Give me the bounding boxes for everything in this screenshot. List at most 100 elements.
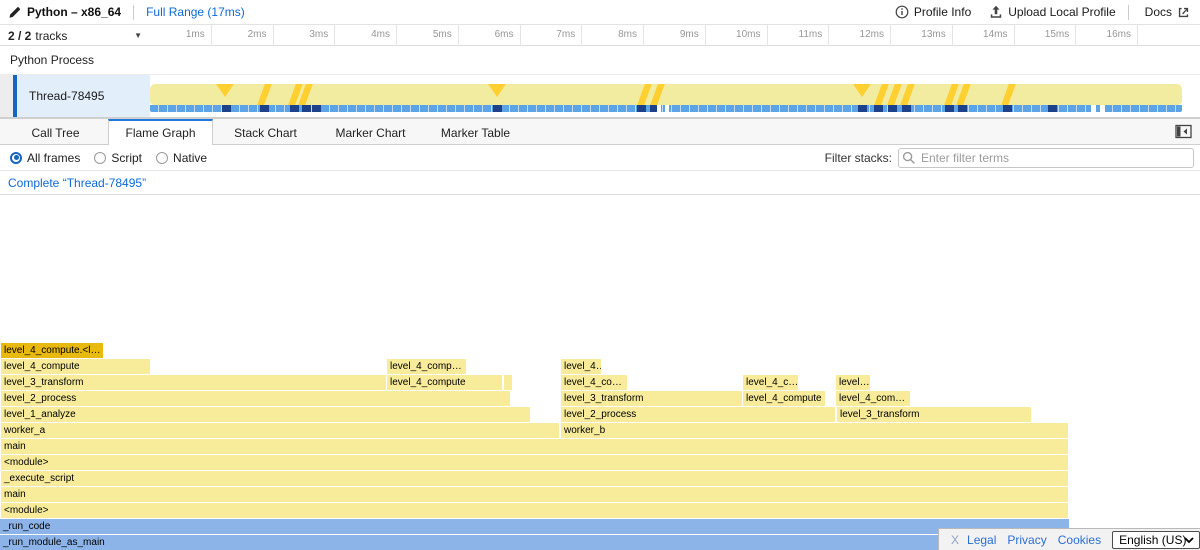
flame-bar[interactable]: worker_a	[1, 423, 559, 438]
tab-marker-chart[interactable]: Marker Chart	[335, 126, 406, 140]
flame-bar[interactable]: main	[1, 487, 1068, 502]
flame-row: worker_a worker_b	[0, 423, 1200, 439]
docs-link[interactable]: Docs	[1145, 5, 1190, 19]
track-gutter	[0, 75, 13, 117]
ruler-tick: 11ms	[768, 25, 830, 46]
sample-dark-segment	[858, 105, 867, 112]
footer-dismiss-button[interactable]: X	[951, 532, 960, 547]
flame-row: _run_code	[0, 519, 1200, 535]
breadcrumb[interactable]: Complete “Thread-78495”	[8, 175, 147, 190]
radio-icon[interactable]	[156, 151, 169, 164]
sample-dark-segment	[945, 105, 954, 112]
flame-bar[interactable]: level_2_process	[561, 407, 835, 422]
flame-bar[interactable]: level_4_co…	[561, 375, 627, 390]
sample-gap	[1100, 105, 1105, 112]
footer-link-legal[interactable]: Legal	[967, 532, 997, 547]
radio-label: Native	[173, 150, 208, 165]
footer-link-privacy[interactable]: Privacy	[1007, 532, 1047, 547]
flame-bar[interactable]: level_4_compute.<l…	[1, 343, 103, 358]
frame-option-script[interactable]: Script	[94, 151, 142, 165]
flame-bar[interactable]: _run_module_as_main	[0, 535, 1069, 550]
thread-track-canvas[interactable]	[150, 75, 1182, 117]
ruler-tick: 13ms	[891, 25, 953, 46]
tracks-dropdown[interactable]: 2 / 2 tracks ▼	[0, 25, 150, 46]
header-divider	[1127, 4, 1129, 20]
ruler-tick: 6ms	[459, 25, 521, 46]
ruler-tick: 15ms	[1015, 25, 1077, 46]
header-divider	[133, 4, 135, 20]
tracks-count: 2 / 2	[8, 28, 32, 43]
tab-stack-chart[interactable]: Stack Chart	[234, 126, 297, 140]
slash-marker-icon	[956, 84, 971, 105]
flame-bar[interactable]: level_2_process	[1, 391, 510, 406]
triangle-marker-icon	[216, 84, 234, 97]
sample-dark-segment	[302, 105, 311, 112]
sample-dark-segment	[290, 105, 299, 112]
flame-bar[interactable]: level_4_comp…	[387, 359, 466, 374]
tab-flame-graph[interactable]: Flame Graph	[108, 119, 213, 146]
flame-bar[interactable]: level_1_analyze	[1, 407, 530, 422]
tab-marker-table[interactable]: Marker Table	[440, 126, 511, 140]
frame-filter-radios: All frames Script Native	[10, 151, 207, 165]
flame-bar[interactable]: level_4_compute	[743, 391, 825, 406]
slash-marker-icon	[900, 84, 915, 105]
track-process-row[interactable]: Python Process	[0, 46, 1200, 75]
tab-call-tree[interactable]: Call Tree	[31, 126, 80, 140]
sample-gap	[657, 105, 661, 112]
radio-icon[interactable]	[10, 151, 22, 164]
flame-row: level_3_transform level_4_compute level_4_…	[0, 375, 1200, 391]
app-header: Python – x86_64 Full Range (17ms) Profil…	[0, 0, 1200, 25]
flame-bar[interactable]: level_3_transform	[1, 375, 386, 390]
flame-bar[interactable]: <module>	[1, 503, 1068, 518]
flame-bar[interactable]: main	[1, 439, 1068, 454]
flame-bar[interactable]	[504, 375, 512, 390]
radio-label: All frames	[27, 150, 81, 165]
edit-pencil-icon[interactable]	[8, 6, 21, 19]
sample-dark-segment	[888, 105, 897, 112]
language-select[interactable]: English (US)	[1112, 530, 1200, 549]
sample-strip	[150, 105, 1182, 112]
flame-bar[interactable]: level_4_com…	[836, 391, 910, 406]
radio-label: Script	[111, 150, 143, 165]
ruler-tick: 12ms	[829, 25, 891, 46]
ruler-tick: 1ms	[150, 25, 212, 46]
thread-label[interactable]: Thread-78495	[17, 75, 150, 117]
panel-settings-row: All frames Script Native Filter stacks:	[0, 145, 1200, 171]
sidebar-icon	[1175, 124, 1192, 139]
flame-bar[interactable]: <module>	[1, 455, 1068, 470]
flame-bar[interactable]: _run_code	[0, 519, 1069, 534]
profile-info-button[interactable]: Profile Info	[895, 5, 971, 19]
timeline-ruler[interactable]: 1ms 2ms 3ms 4ms 5ms 6ms 7ms 8ms 9ms 10ms 11ms 12ms 1…	[150, 25, 1200, 46]
slash-marker-icon	[637, 84, 652, 105]
flame-row: level_4_compute.<l…	[0, 343, 1200, 359]
info-icon	[895, 5, 909, 19]
footer-link-cookies[interactable]: Cookies	[1057, 532, 1102, 547]
flame-bar[interactable]: level_4_compute	[1, 359, 150, 374]
flame-bar[interactable]: level_4_compute	[387, 375, 502, 390]
footer-links: Legal Privacy Cookies	[967, 533, 1112, 547]
sidebar-toggle-button[interactable]	[1175, 119, 1192, 144]
flame-bar[interactable]: level_3_transform	[561, 391, 742, 406]
legal-footer: X Legal Privacy Cookies English (US)	[938, 528, 1200, 550]
frame-option-native[interactable]: Native	[156, 151, 207, 165]
frame-option-all-frames[interactable]: All frames	[10, 151, 80, 165]
filter-stacks-input[interactable]	[898, 147, 1194, 168]
slash-marker-icon	[887, 84, 902, 105]
ruler-tick: 16ms	[1076, 25, 1138, 46]
ruler-tick: 3ms	[274, 25, 336, 46]
sample-dark-segment	[1048, 105, 1057, 112]
flame-bar[interactable]: level_3_transform	[837, 407, 1031, 422]
flame-bar[interactable]: level_4…	[561, 359, 601, 374]
flame-bar[interactable]: level…	[836, 375, 870, 390]
flame-bar[interactable]: level_4_c…	[743, 375, 798, 390]
ruler-tick: 14ms	[953, 25, 1015, 46]
flame-row: main	[0, 487, 1200, 503]
full-range-link[interactable]: Full Range (17ms)	[146, 5, 245, 19]
upload-profile-button[interactable]: Upload Local Profile	[989, 5, 1116, 19]
search-icon	[902, 151, 915, 164]
track-thread-row[interactable]: Thread-78495	[0, 75, 1200, 117]
flame-bar[interactable]: worker_b	[561, 423, 1068, 438]
flame-graph-canvas[interactable]: level_4_compute.<l… level_4_compute level_…	[0, 195, 1200, 550]
radio-icon[interactable]	[94, 151, 107, 164]
flame-bar[interactable]: _execute_script	[1, 471, 1068, 486]
